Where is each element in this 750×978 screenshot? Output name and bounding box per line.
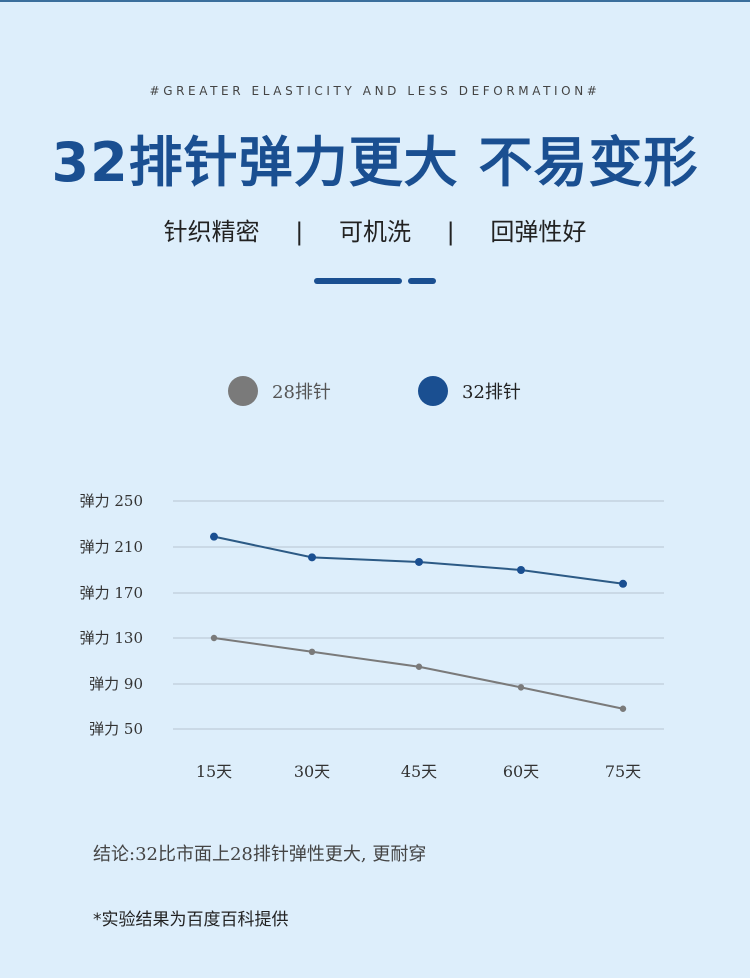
data-point bbox=[619, 705, 627, 712]
legend-dot-32 bbox=[418, 376, 448, 406]
x-tick-label: 60天 bbox=[503, 762, 539, 781]
data-point bbox=[308, 648, 316, 655]
y-tick-label: 弹力 250 bbox=[80, 492, 143, 510]
y-tick-label: 弹力 170 bbox=[80, 584, 143, 602]
legend-label-28: 28排针 bbox=[272, 382, 331, 403]
conclusion-text: 结论:32比市面上28排针弹性更大, 更耐穿 bbox=[93, 844, 427, 865]
line-chart: 弹力 250 弹力 210 弹力 170 弹力 130 弹力 90 弹力 50 15天 30天… bbox=[80, 492, 664, 781]
y-tick-label: 弹力 50 bbox=[89, 720, 143, 738]
data-point bbox=[517, 566, 525, 574]
source-note: *实验结果为百度百科提供 bbox=[93, 910, 289, 930]
tagline: #GREATER ELASTICITY AND LESS DEFORMATION… bbox=[149, 84, 601, 98]
y-tick-label: 弹力 130 bbox=[80, 629, 143, 647]
data-point bbox=[415, 557, 423, 566]
top-border-line bbox=[0, 0, 750, 2]
feature-item: 针织精密 bbox=[163, 218, 260, 246]
data-point bbox=[619, 579, 627, 588]
legend-item-32: 32排针 bbox=[418, 376, 521, 406]
x-tick-label: 15天 bbox=[196, 762, 232, 781]
decorative-bar-long bbox=[314, 278, 402, 284]
x-tick-label: 30天 bbox=[294, 762, 330, 781]
legend-item-28: 28排针 bbox=[228, 376, 331, 406]
data-point bbox=[415, 663, 423, 670]
decorative-bar-short bbox=[408, 278, 436, 284]
legend-label-32: 32排针 bbox=[462, 382, 521, 403]
data-point bbox=[210, 634, 218, 642]
feature-list: 针织精密 | 可机洗 | 回弹性好 bbox=[0, 212, 750, 247]
x-tick-label: 45天 bbox=[401, 762, 437, 781]
y-tick-label: 弹力 90 bbox=[89, 675, 143, 693]
data-point bbox=[210, 532, 218, 541]
feature-item: 回弹性好 bbox=[490, 218, 587, 246]
x-tick-label: 75天 bbox=[605, 762, 641, 781]
y-tick-label: 弹力 210 bbox=[80, 538, 143, 556]
data-point bbox=[308, 553, 316, 562]
headline: 32排针弹力更大 不易变形 bbox=[51, 131, 699, 194]
feature-item: 可机洗 bbox=[339, 218, 411, 246]
feature-separator: | bbox=[446, 218, 455, 246]
series-line bbox=[213, 637, 624, 710]
feature-separator: | bbox=[295, 218, 304, 246]
legend-dot-28 bbox=[228, 376, 258, 406]
data-point bbox=[517, 684, 525, 691]
